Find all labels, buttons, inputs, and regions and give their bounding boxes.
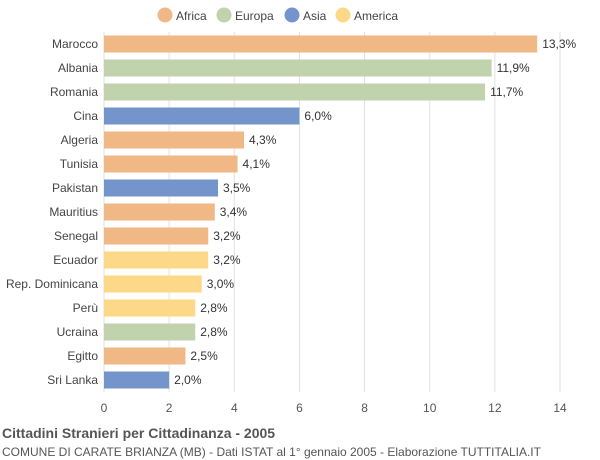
value-label: 2,5% [190,349,218,363]
x-tick-label: 0 [101,401,108,415]
value-label: 2,8% [200,301,228,315]
legend-label: Europa [235,9,274,23]
bar [104,107,300,125]
bar [104,155,238,173]
x-tick-label: 4 [231,401,238,415]
category-label: Algeria [61,133,99,147]
category-label: Sri Lanka [47,373,98,387]
category-label: Rep. Dominicana [6,277,98,291]
bar [104,251,209,269]
legend: Africa Europa Asia America [157,7,398,23]
category-labels: Marocco Albania Romania Cina Algeria Tunisia P… [6,37,98,387]
x-tick-label: 2 [166,401,173,415]
bar [104,35,538,53]
legend-swatch [157,7,173,23]
x-tick-label: 8 [361,401,368,415]
value-label: 11,7% [490,85,523,99]
bar [104,59,492,77]
chart-title: Cittadini Stranieri per Cittadinanza - 2… [2,425,276,441]
bar [104,323,196,341]
bar [104,131,245,149]
legend-swatch [335,7,351,23]
bars [104,35,538,389]
legend-label: Africa [176,9,207,23]
bar [104,83,486,101]
category-label: Albania [58,61,98,75]
value-label: 2,8% [200,325,228,339]
value-label: 3,0% [207,277,235,291]
x-tick-label: 6 [296,401,303,415]
value-labels: 13,3% 11,9% 11,7% 6,0% 4,3% 4,1% 3,5% 3,4% 3,2% 3… [174,37,576,387]
bar [104,227,209,245]
x-tick-label: 10 [423,401,437,415]
value-label: 13,3% [542,37,576,51]
category-label: Perù [73,301,98,315]
legend-label: Asia [303,9,327,23]
value-label: 3,4% [220,205,248,219]
value-label: 11,9% [497,61,530,75]
category-label: Mauritius [49,205,98,219]
legend-label: America [354,9,398,23]
bar [104,371,170,389]
category-label: Ecuador [53,253,98,267]
category-label: Egitto [67,349,98,363]
value-label: 2,0% [174,373,202,387]
bar [104,347,186,365]
category-label: Ucraina [57,325,99,339]
value-label: 3,5% [223,181,251,195]
legend-swatch [216,7,232,23]
category-label: Senegal [54,229,98,243]
value-label: 3,2% [213,229,241,243]
value-label: 4,1% [243,157,271,171]
bar [104,275,202,293]
category-label: Marocco [52,37,98,51]
legend-swatch [284,7,300,23]
category-label: Tunisia [60,157,99,171]
bar [104,203,215,221]
x-tick-label: 12 [488,401,502,415]
x-tick-label: 14 [553,401,567,415]
value-label: 4,3% [249,133,277,147]
category-label: Pakistan [52,181,98,195]
category-label: Cina [73,109,98,123]
x-axis-ticks: 0 2 4 6 8 10 12 14 [101,401,567,415]
bar [104,179,218,197]
category-label: Romania [50,85,98,99]
value-label: 6,0% [304,109,332,123]
bar-chart: Africa Europa Asia America Marocco Albania Ro… [6,7,577,415]
value-label: 3,2% [213,253,241,267]
chart-subtitle: COMUNE DI CARATE BRIANZA (MB) - Dati IST… [2,445,541,459]
bar [104,299,196,317]
